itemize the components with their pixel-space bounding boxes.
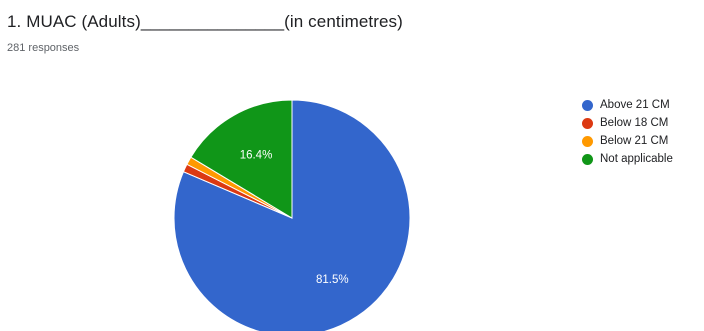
legend-item-below-21[interactable]: Below 21 CM	[582, 132, 673, 150]
legend-swatch	[582, 153, 593, 165]
legend-label: Not applicable	[600, 153, 673, 165]
legend-swatch	[582, 117, 593, 129]
pie-slice-above-21-cm[interactable]	[173, 99, 411, 331]
legend-item-below-18[interactable]: Below 18 CM	[582, 114, 673, 132]
pie-data-label: 81.5%	[316, 274, 349, 286]
legend-swatch	[582, 135, 593, 147]
legend-item-above-21[interactable]: Above 21 CM	[582, 96, 673, 114]
legend-label: Above 21 CM	[600, 99, 670, 111]
question-title: 1. MUAC (Adults)_______________(in centi…	[7, 12, 403, 31]
chart-legend: Above 21 CM Below 18 CM Below 21 CM Not …	[582, 96, 673, 168]
pie-slice-not-applicable[interactable]	[190, 99, 293, 219]
legend-swatch	[582, 99, 593, 111]
legend-label: Below 21 CM	[600, 135, 669, 147]
pie-data-label: 16.4%	[240, 149, 273, 161]
legend-label: Below 18 CM	[600, 117, 669, 129]
legend-item-not-applicable[interactable]: Not applicable	[582, 150, 673, 168]
response-count: 281 responses	[7, 42, 80, 54]
